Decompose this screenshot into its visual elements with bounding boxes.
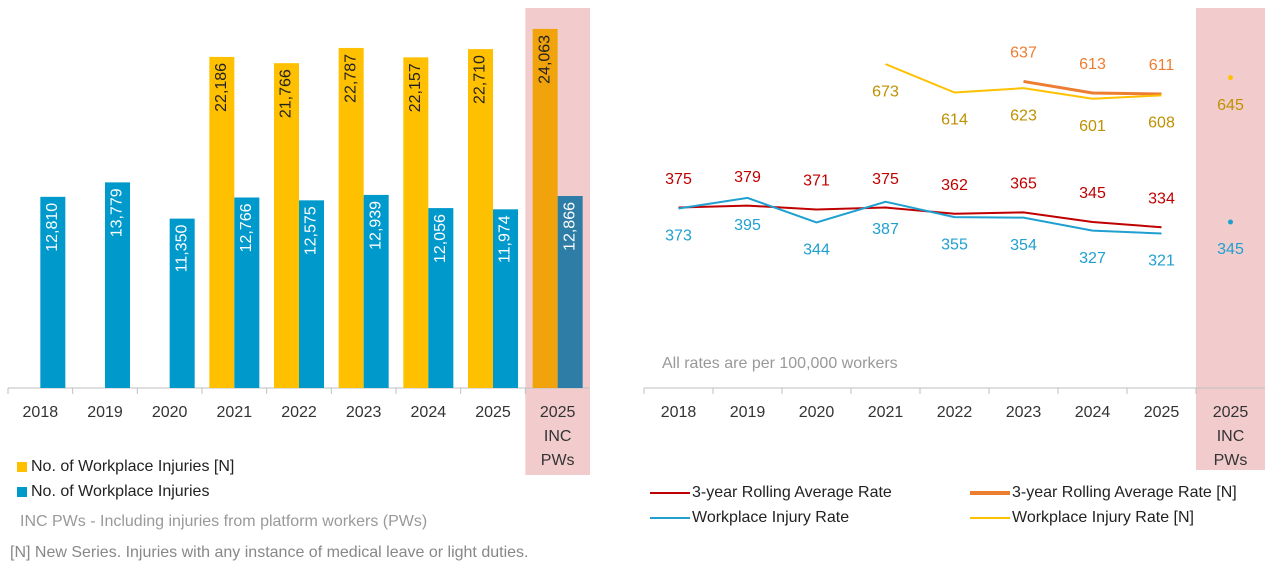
line <box>678 204 1162 229</box>
data-label: 371 <box>803 173 830 190</box>
x-tick-label: 2021 <box>867 404 904 421</box>
data-label: 673 <box>872 83 899 100</box>
bar <box>234 197 260 388</box>
data-label: 375 <box>665 171 692 188</box>
data-label: 22,787 <box>342 54 359 103</box>
annotation: All rates are per 100,000 workers <box>662 355 898 372</box>
x-tick-label: 2018 <box>22 404 59 421</box>
data-label: 608 <box>1148 115 1175 132</box>
x-tick-label: 2025 <box>1143 404 1180 421</box>
data-label: 321 <box>1148 253 1175 270</box>
line <box>678 196 1162 235</box>
x-tick-label: 2022 <box>281 404 317 421</box>
bar <box>493 209 518 388</box>
bar <box>363 194 389 388</box>
data-label: 637 <box>1010 45 1037 62</box>
data-label: 614 <box>941 112 968 129</box>
bar <box>105 182 130 388</box>
line <box>1023 79 1162 96</box>
bar <box>338 47 364 388</box>
data-label: 327 <box>1079 250 1106 267</box>
bar <box>532 28 558 388</box>
data-label: 379 <box>734 169 761 186</box>
x-tick-label: 2020 <box>798 404 835 421</box>
bar <box>428 208 454 388</box>
data-label: 375 <box>872 171 899 188</box>
legend-label: Workplace Injury Rate <box>692 509 849 526</box>
x-tick-label: 2021 <box>216 404 253 421</box>
x-tick-label: 2023 <box>1005 404 1042 421</box>
bar <box>274 63 299 389</box>
data-label: 611 <box>1149 57 1175 74</box>
data-label: 11,974 <box>497 215 514 263</box>
legend-label: 3-year Rolling Average Rate [N] <box>1012 484 1237 501</box>
point <box>1228 219 1233 225</box>
x-tick-label: 2019 <box>729 404 766 421</box>
legend-label: No. of Workplace Injuries <box>31 483 209 500</box>
data-label: 623 <box>1010 107 1037 124</box>
bar <box>299 200 324 388</box>
x-tick-label: 2024 <box>410 404 447 421</box>
data-label: 12,866 <box>561 202 578 251</box>
data-label: 373 <box>665 228 692 245</box>
data-label: 13,779 <box>109 188 126 237</box>
data-label: 365 <box>1010 176 1037 193</box>
legend-label: Workplace Injury Rate [N] <box>1012 509 1194 526</box>
data-label: 12,939 <box>367 201 384 250</box>
bar <box>468 49 493 388</box>
highlight-band <box>1196 8 1265 470</box>
line <box>885 63 1162 100</box>
x-tick-label: 2022 <box>936 404 973 421</box>
data-label: 362 <box>941 177 968 194</box>
data-label: 12,766 <box>238 203 255 252</box>
data-label: 395 <box>734 217 761 234</box>
data-label: 645 <box>1217 97 1244 114</box>
x-tick-label: 2025 INC PWs <box>1212 404 1249 469</box>
legend-label: No. of Workplace Injuries [N] <box>31 458 234 475</box>
data-label: 334 <box>1148 190 1175 207</box>
data-label: 354 <box>1010 237 1037 254</box>
bar <box>169 218 195 388</box>
note: INC PWs - Including injuries from platfo… <box>20 513 427 530</box>
data-label: 387 <box>872 221 899 238</box>
bar <box>40 196 66 388</box>
x-tick-label: 2023 <box>345 404 382 421</box>
point <box>1228 75 1233 81</box>
bar <box>403 57 429 388</box>
data-label: 11,350 <box>173 225 190 273</box>
data-label: 12,810 <box>44 203 61 252</box>
data-label: 12,056 <box>432 214 449 263</box>
x-tick-label: 2020 <box>151 404 188 421</box>
data-label: 22,186 <box>213 63 230 112</box>
legend-label: 3-year Rolling Average Rate <box>692 484 892 501</box>
data-label: 22,710 <box>472 55 489 104</box>
x-tick-label: 2018 <box>660 404 697 421</box>
data-label: 344 <box>803 242 830 259</box>
data-label: 613 <box>1079 56 1106 73</box>
legend-swatch <box>17 487 27 497</box>
bar <box>209 56 235 388</box>
data-label: 24,063 <box>536 35 553 84</box>
data-label: 12,575 <box>303 206 320 255</box>
data-label: 355 <box>941 236 968 253</box>
x-tick-label: 2024 <box>1074 404 1111 421</box>
legend-swatch <box>17 462 27 472</box>
data-label: 22,157 <box>407 63 424 112</box>
note: [N] New Series. Injuries with any instan… <box>10 544 528 561</box>
x-tick-label: 2025 INC PWs <box>539 404 576 469</box>
x-tick-label: 2025 <box>475 404 511 421</box>
x-tick-label: 2019 <box>87 404 123 421</box>
data-label: 21,766 <box>278 69 295 118</box>
data-label: 345 <box>1217 241 1244 258</box>
data-label: 601 <box>1079 118 1106 135</box>
bar <box>557 195 583 388</box>
data-label: 345 <box>1079 185 1106 202</box>
